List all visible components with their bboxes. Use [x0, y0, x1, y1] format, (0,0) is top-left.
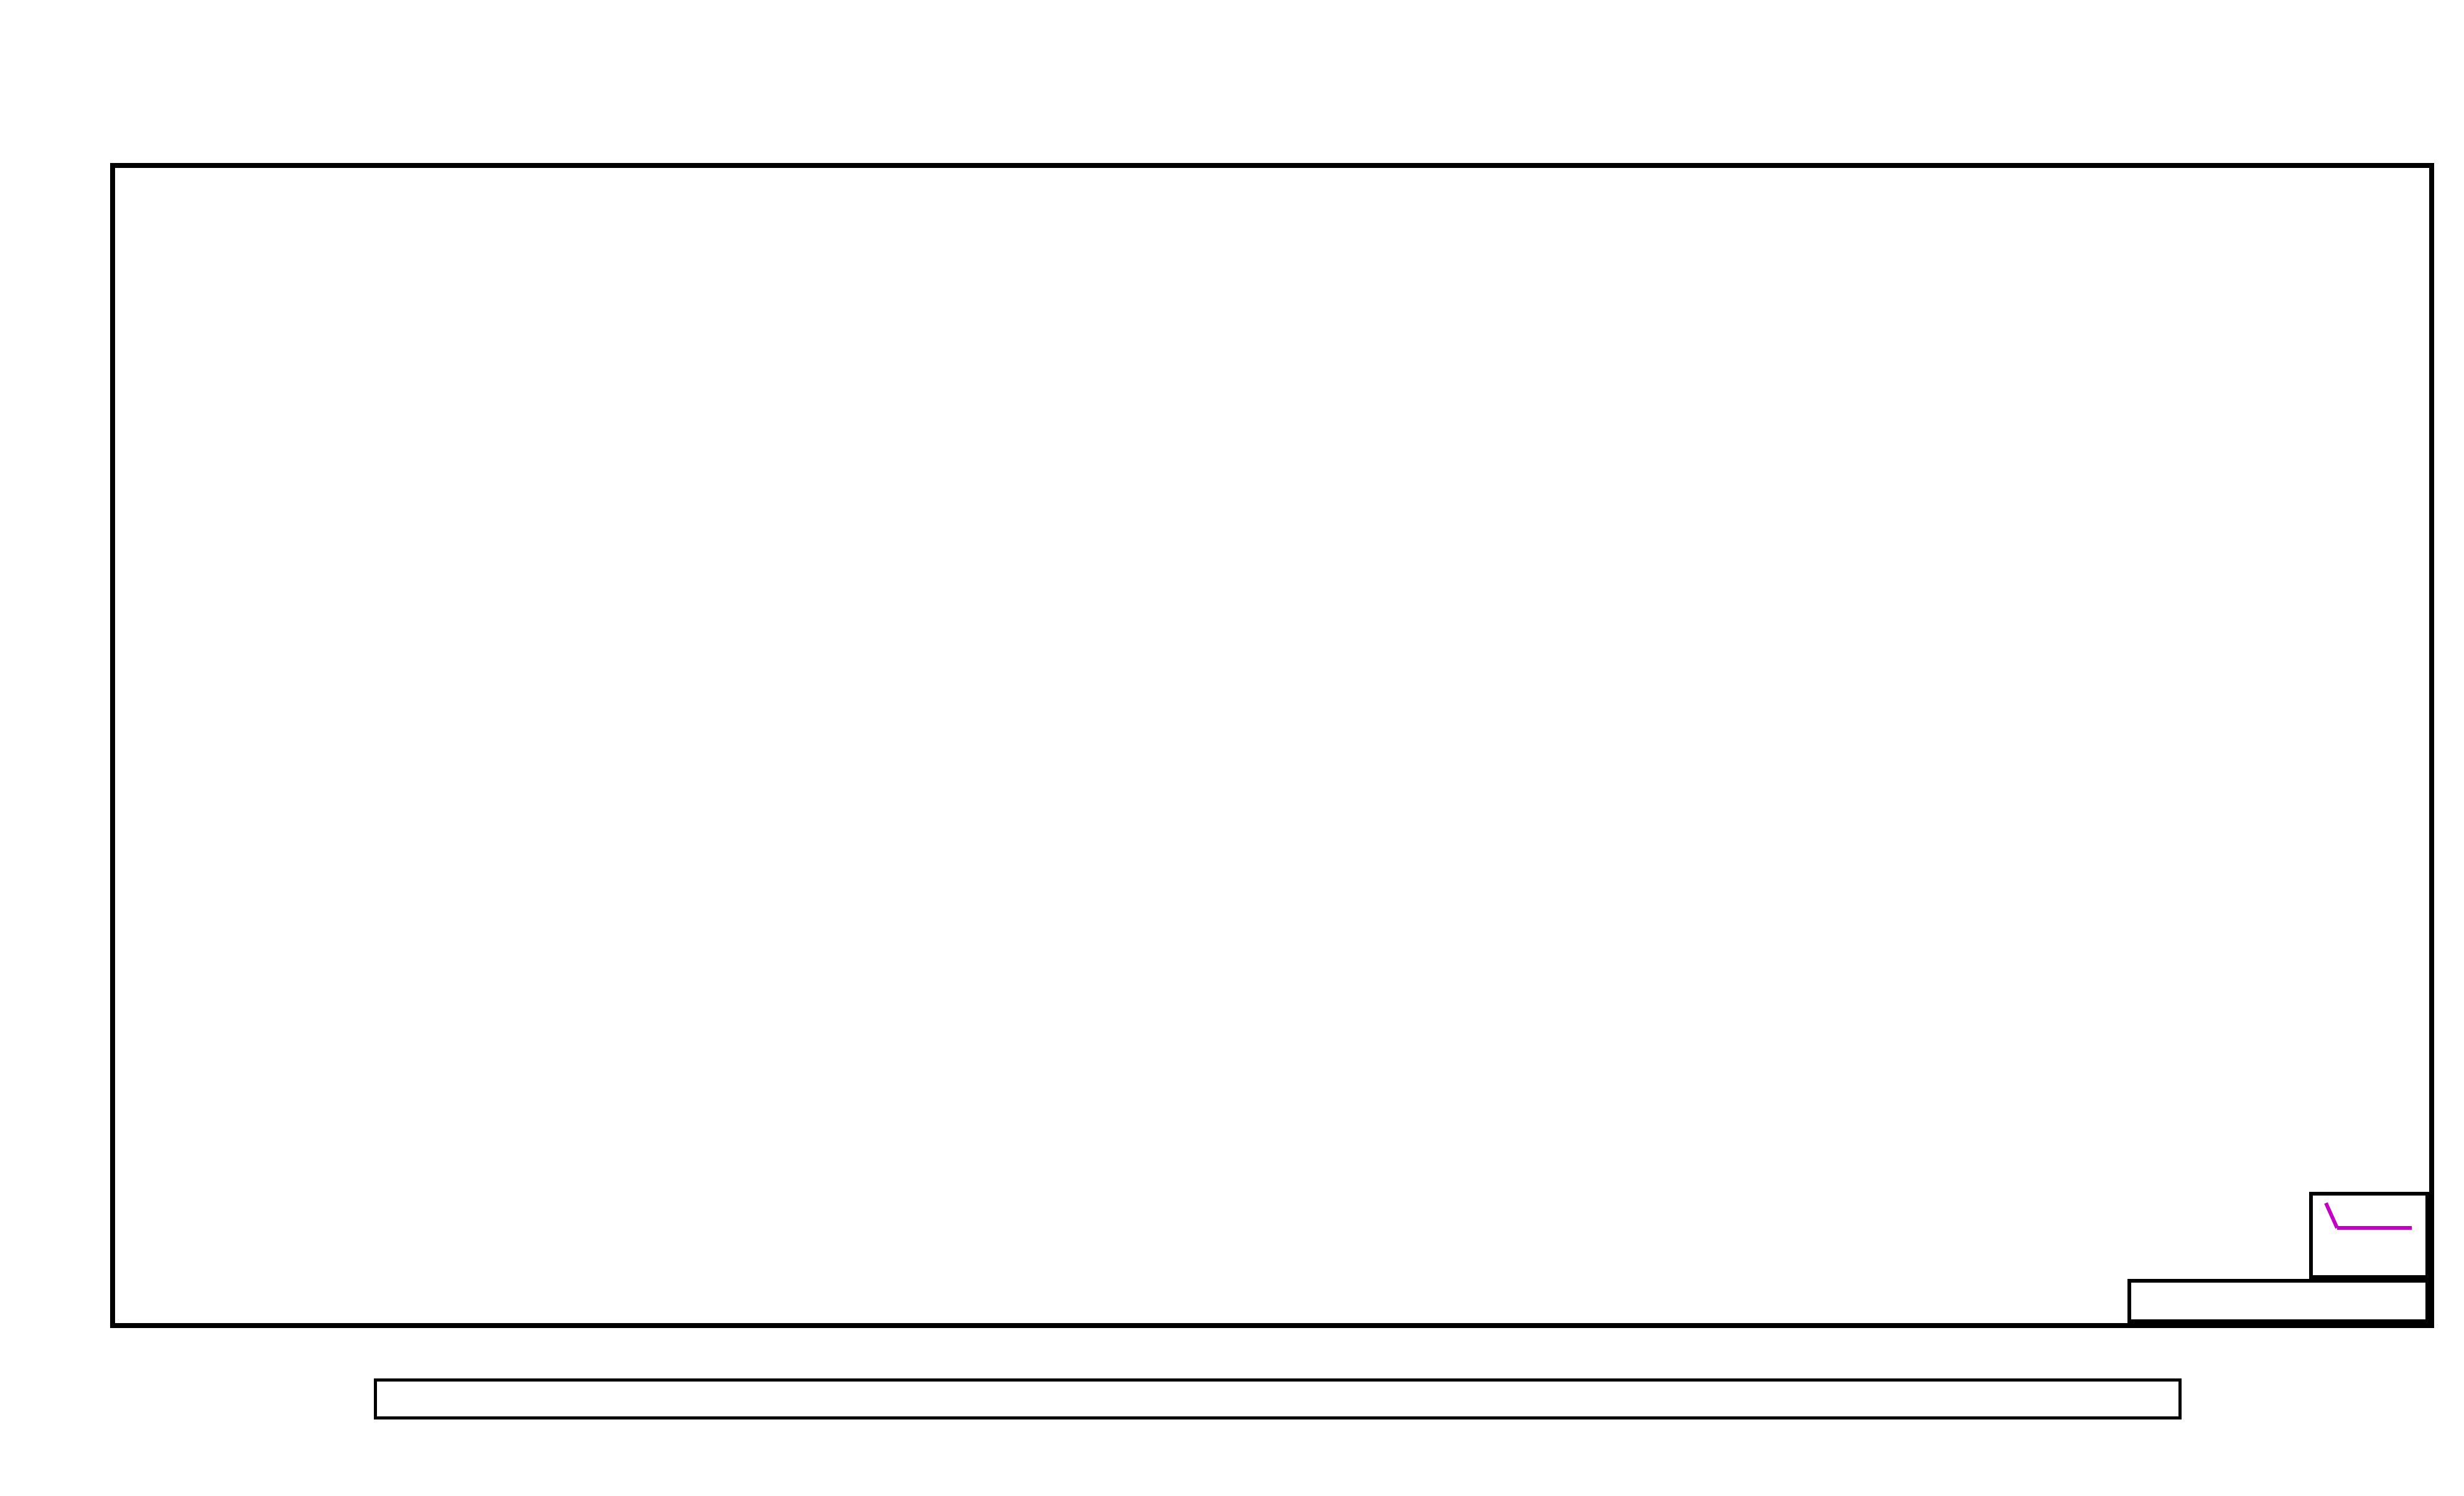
- spread-colorbar: [374, 1378, 2182, 1419]
- wind-barb-icon: [2323, 1202, 2412, 1230]
- wind-barb-legend: [2309, 1192, 2429, 1279]
- website-box: [2127, 1279, 2429, 1323]
- cma-logo: [118, 1186, 251, 1319]
- world-map: [110, 163, 2434, 1328]
